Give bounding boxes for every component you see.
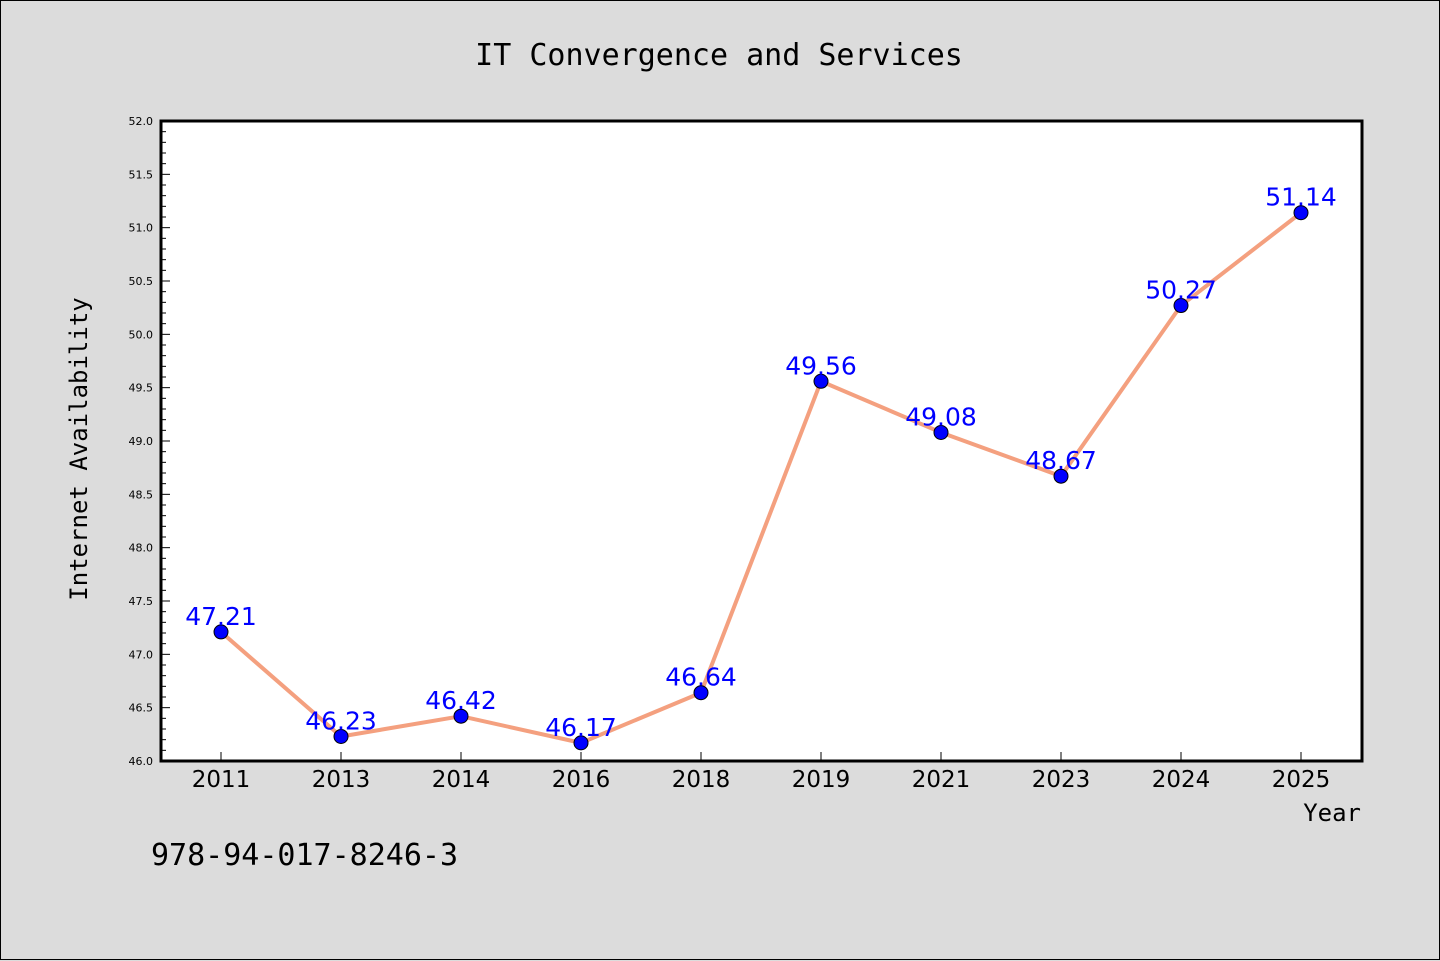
x-tick-label: 2025 <box>1272 767 1331 793</box>
y-tick-label: 51.0 <box>129 222 154 235</box>
data-point <box>1053 468 1069 484</box>
data-point <box>1293 205 1309 221</box>
y-tick-label: 49.0 <box>129 435 154 448</box>
x-tick-label: 2013 <box>312 767 371 793</box>
data-label: 51.14 <box>1265 183 1337 212</box>
data-point <box>693 685 709 701</box>
x-tick-label: 2018 <box>672 767 731 793</box>
data-labels: 47.21 46.23 46.42 46.17 46.64 49.56 49.08 48.67… <box>185 183 1337 742</box>
y-tick-label: 50.0 <box>129 328 154 341</box>
data-label: 46.17 <box>545 713 617 742</box>
y-tick-label: 49.5 <box>129 382 154 395</box>
data-label: 49.56 <box>785 351 857 380</box>
data-point <box>333 728 349 744</box>
data-point <box>933 424 949 440</box>
x-axis: 2011 2013 2014 2016 2018 2019 2021 2023 2024 2025 <box>192 752 1331 793</box>
y-axis: 46.0 46.5 47.0 47.5 48.0 48.5 49.0 49.5 50.0 50.5… <box>129 115 170 768</box>
x-tick-label: 2016 <box>552 767 611 793</box>
data-point <box>453 708 469 724</box>
x-tick-label: 2023 <box>1032 767 1091 793</box>
y-tick-label: 47.0 <box>129 648 154 661</box>
data-label: 47.21 <box>185 602 257 631</box>
data-label: 46.64 <box>665 663 737 692</box>
y-tick-label: 51.5 <box>129 168 154 181</box>
data-label: 49.08 <box>905 402 977 431</box>
x-axis-title: Year <box>1303 799 1361 827</box>
chart-title: IT Convergence and Services <box>475 38 963 73</box>
series-line <box>219 211 1303 745</box>
x-tick-label: 2019 <box>792 767 851 793</box>
x-tick-label: 2021 <box>912 767 971 793</box>
data-label: 46.42 <box>425 686 497 715</box>
data-point <box>813 373 829 389</box>
x-tick-label: 2024 <box>1152 767 1211 793</box>
y-tick-label: 46.0 <box>129 755 154 768</box>
series-group <box>213 205 1309 751</box>
data-point <box>213 624 229 640</box>
y-tick-label: 52.0 <box>129 115 154 128</box>
isbn-annotation: 978-94-017-8246-3 <box>151 838 458 873</box>
data-point <box>573 735 589 751</box>
y-tick-label: 48.0 <box>129 542 154 555</box>
y-axis-title: Internet Availability <box>65 297 93 600</box>
data-label: 46.23 <box>305 706 377 735</box>
y-tick-label: 47.5 <box>129 595 154 608</box>
x-tick-label: 2014 <box>432 767 491 793</box>
data-point <box>1173 298 1189 314</box>
data-label: 50.27 <box>1145 276 1217 305</box>
data-label: 48.67 <box>1025 446 1097 475</box>
y-tick-label: 46.5 <box>129 702 154 715</box>
y-tick-label: 48.5 <box>129 488 154 501</box>
y-tick-label: 50.5 <box>129 275 154 288</box>
plot-area <box>159 119 1364 763</box>
x-tick-label: 2011 <box>192 767 251 793</box>
